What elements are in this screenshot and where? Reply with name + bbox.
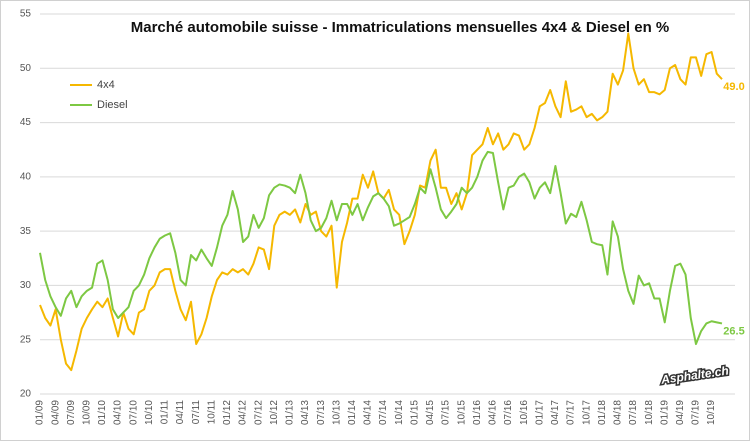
x-tick-label: 07/18 xyxy=(628,400,639,425)
x-tick-label: 04/10 xyxy=(113,400,124,425)
x-tick-label: 07/16 xyxy=(503,400,514,425)
data-label: 26.5 xyxy=(723,325,744,337)
x-tick-label: 07/17 xyxy=(566,400,577,425)
data-label: 49.0 xyxy=(723,81,744,93)
y-tick-label: 30 xyxy=(20,280,32,291)
x-tick-label: 10/17 xyxy=(581,400,592,425)
x-tick-label: 07/09 xyxy=(66,400,77,425)
x-tick-label: 10/15 xyxy=(456,400,467,425)
x-tick-label: 07/14 xyxy=(378,400,389,425)
y-tick-label: 55 xyxy=(20,9,32,20)
x-tick-label: 01/15 xyxy=(409,400,420,425)
x-tick-label: 01/17 xyxy=(534,400,545,425)
x-tick-label: 01/14 xyxy=(347,400,358,425)
x-tick-label: 01/10 xyxy=(97,400,108,425)
x-tick-label: 01/16 xyxy=(472,400,483,425)
x-tick-label: 04/13 xyxy=(300,400,311,425)
x-tick-label: 04/19 xyxy=(675,400,686,425)
x-tick-label: 04/15 xyxy=(425,400,436,425)
x-tick-label: 07/13 xyxy=(316,400,327,425)
x-tick-label: 10/09 xyxy=(81,400,92,425)
x-tick-label: 10/10 xyxy=(144,400,155,425)
x-tick-label: 01/19 xyxy=(659,400,670,425)
chart-title: Marché automobile suisse - Immatriculati… xyxy=(131,19,670,36)
x-tick-label: 04/09 xyxy=(50,400,61,425)
y-tick-label: 50 xyxy=(20,63,32,74)
x-tick-label: 01/09 xyxy=(35,400,46,425)
x-tick-label: 01/12 xyxy=(222,400,233,425)
x-tick-label: 04/16 xyxy=(488,400,499,425)
x-tick-label: 10/13 xyxy=(331,400,342,425)
x-tick-label: 07/12 xyxy=(253,400,264,425)
x-tick-label: 07/10 xyxy=(128,400,139,425)
x-tick-label: 10/18 xyxy=(644,400,655,425)
x-tick-label: 07/11 xyxy=(191,400,202,425)
x-tick-label: 07/15 xyxy=(441,400,452,425)
x-tick-label: 04/12 xyxy=(238,400,249,425)
x-tick-label: 10/11 xyxy=(206,400,217,425)
legend-label: Diesel xyxy=(97,99,128,111)
x-tick-label: 04/17 xyxy=(550,400,561,425)
x-tick-label: 07/19 xyxy=(691,400,702,425)
x-tick-label: 10/16 xyxy=(519,400,530,425)
y-tick-label: 25 xyxy=(20,334,32,345)
series-line xyxy=(39,150,723,346)
y-tick-label: 20 xyxy=(20,389,32,400)
x-tick-label: 10/14 xyxy=(394,400,405,425)
legend-label: 4x4 xyxy=(97,79,115,91)
y-tick-label: 35 xyxy=(20,226,32,237)
x-tick-label: 04/14 xyxy=(363,400,374,425)
x-tick-label: 04/18 xyxy=(613,400,624,425)
x-tick-label: 01/11 xyxy=(160,400,171,425)
y-tick-label: 40 xyxy=(20,171,32,182)
y-tick-label: 45 xyxy=(20,117,32,128)
x-tick-label: 01/18 xyxy=(597,400,608,425)
x-tick-label: 04/11 xyxy=(175,400,186,425)
x-tick-label: 10/19 xyxy=(706,400,717,425)
x-tick-label: 01/13 xyxy=(285,400,296,425)
x-tick-label: 10/12 xyxy=(269,400,280,425)
